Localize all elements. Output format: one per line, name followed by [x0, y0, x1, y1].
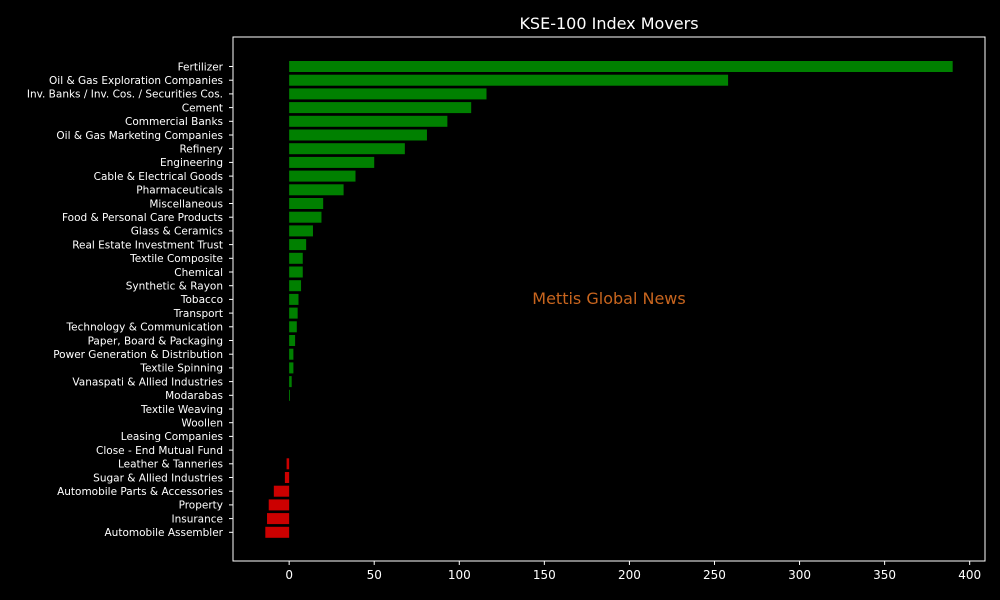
- category-label: Commercial Banks: [125, 116, 223, 128]
- bar-vanaspati-allied-industries: [289, 376, 292, 388]
- x-tick-label: 300: [788, 568, 811, 582]
- watermark-text: Mettis Global News: [532, 289, 685, 308]
- bar-textile-spinning: [289, 362, 294, 374]
- category-label: Oil & Gas Exploration Companies: [49, 75, 223, 87]
- category-label: Miscellaneous: [149, 198, 223, 210]
- category-label: Cable & Electrical Goods: [94, 171, 223, 183]
- bar-cable-electrical-goods: [289, 170, 356, 182]
- category-label: Technology & Communication: [66, 322, 223, 334]
- category-label: Sugar & Allied Industries: [93, 472, 223, 484]
- category-label: Textile Composite: [129, 253, 223, 265]
- bar-food-personal-care-products: [289, 211, 322, 223]
- category-label: Pharmaceuticals: [136, 185, 223, 197]
- category-label: Insurance: [171, 513, 223, 525]
- category-label: Tobacco: [180, 294, 223, 306]
- category-label: Glass & Ceramics: [131, 226, 223, 238]
- bar-transport: [289, 307, 298, 319]
- bar-paper-board-packaging: [289, 335, 296, 346]
- bar-fertilizer: [289, 61, 953, 72]
- bar-commercial-banks: [289, 115, 448, 127]
- bar-oil-gas-exploration-companies: [289, 74, 729, 86]
- plot-frame: [232, 36, 986, 562]
- bar-real-estate-investment-trust: [289, 239, 307, 251]
- category-label: Leasing Companies: [121, 431, 223, 443]
- bar-leather-tanneries: [286, 458, 290, 470]
- category-label: Automobile Parts & Accessories: [57, 486, 223, 498]
- category-label: Automobile Assembler: [105, 527, 224, 539]
- bar-glass-ceramics: [289, 225, 313, 237]
- category-label: Oil & Gas Marketing Companies: [56, 130, 223, 142]
- bar-insurance: [267, 513, 290, 525]
- bar-automobile-assembler: [265, 526, 290, 538]
- x-tick-label: 350: [873, 568, 896, 582]
- bar-miscellaneous: [289, 198, 324, 209]
- bar-modarabas: [289, 389, 290, 401]
- category-label: Leather & Tanneries: [118, 459, 223, 471]
- bar-oil-gas-marketing-companies: [289, 129, 427, 141]
- x-axis-ticks: 0 50 100 150 200 250 300 350 400: [285, 561, 981, 582]
- category-label: Power Generation & Distribution: [53, 349, 223, 361]
- category-label: Textile Spinning: [139, 363, 223, 375]
- category-label: Inv. Banks / Inv. Cos. / Securities Cos.: [27, 89, 223, 101]
- category-label: Woollen: [181, 418, 223, 430]
- bar-chemical: [289, 266, 303, 278]
- bar-engineering: [289, 156, 375, 168]
- category-label: Refinery: [179, 144, 223, 156]
- x-tick-label: 250: [703, 568, 726, 582]
- bar-technology-communication: [289, 321, 297, 333]
- category-label: Vanaspati & Allied Industries: [72, 376, 223, 388]
- category-label: Paper, Board & Packaging: [88, 335, 223, 347]
- category-label: Cement: [182, 102, 223, 114]
- bar-power-generation-distribution: [289, 348, 294, 360]
- category-labels: Fertilizer Oil & Gas Exploration Companie…: [27, 61, 233, 539]
- category-label: Close - End Mutual Fund: [96, 445, 223, 457]
- category-label: Engineering: [160, 157, 223, 169]
- bar-sugar-allied-industries: [284, 472, 290, 483]
- x-tick-label: 200: [618, 568, 641, 582]
- category-label: Real Estate Investment Trust: [72, 239, 223, 251]
- category-label: Chemical: [174, 267, 223, 279]
- x-tick-label: 100: [448, 568, 471, 582]
- x-tick-label: 400: [958, 568, 981, 582]
- bar-tobacco: [289, 293, 299, 305]
- category-label: Transport: [173, 308, 223, 320]
- category-label: Fertilizer: [178, 61, 224, 73]
- x-tick-label: 150: [533, 568, 556, 582]
- bar-textile-composite: [289, 252, 303, 264]
- category-label: Modarabas: [165, 390, 223, 402]
- bar-group: [265, 61, 953, 538]
- bar-pharmaceuticals: [289, 184, 344, 196]
- chart-title: KSE-100 Index Movers: [519, 14, 698, 33]
- category-label: Textile Weaving: [140, 404, 223, 416]
- x-tick-label: 50: [367, 568, 382, 582]
- bar-refinery: [289, 143, 405, 155]
- category-label: Food & Personal Care Products: [62, 212, 223, 224]
- bar-cement: [289, 102, 472, 114]
- x-tick-label: 0: [285, 568, 293, 582]
- category-label: Synthetic & Rayon: [126, 281, 223, 293]
- category-label: Property: [179, 500, 223, 512]
- bar-synthetic-rayon: [289, 280, 302, 292]
- bar-inv-banks-inv-cos-securities-cos: [289, 88, 487, 100]
- bar-property: [268, 499, 290, 511]
- bar-automobile-parts-accessories: [273, 485, 290, 497]
